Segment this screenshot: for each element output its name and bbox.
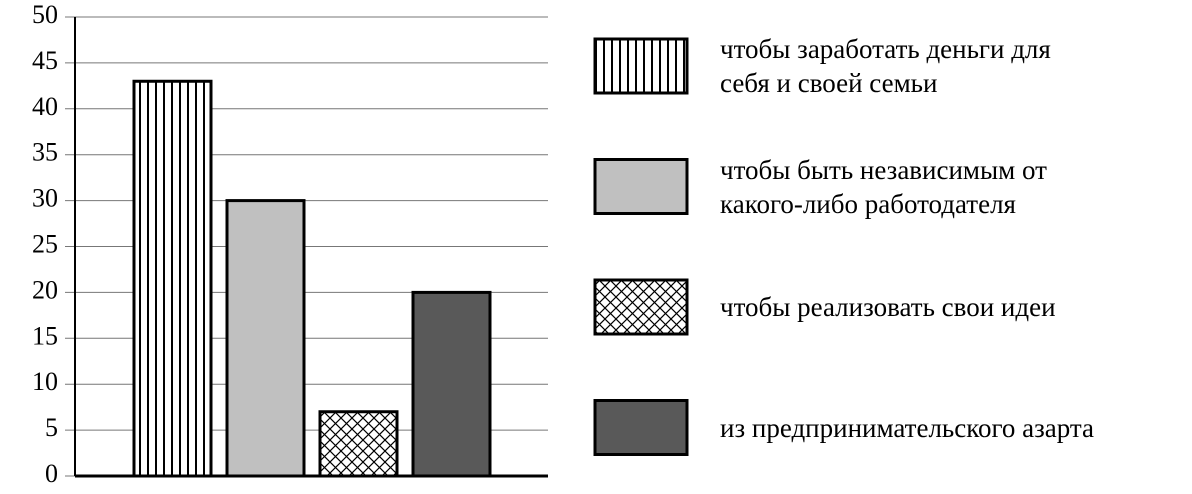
legend-swatch — [593, 158, 689, 215]
y-tick-label: 50 — [32, 0, 58, 29]
bar — [318, 410, 399, 478]
legend-swatch — [593, 37, 689, 95]
legend-swatch — [593, 399, 689, 456]
y-tick-label: 40 — [32, 92, 58, 121]
y-tick-label: 5 — [45, 413, 58, 442]
legend-label: чтобы заработать деньги для себя и своей… — [720, 34, 1051, 98]
legend-swatch — [593, 278, 689, 336]
y-tick-label: 25 — [32, 229, 58, 258]
y-tick-label: 45 — [32, 46, 58, 75]
y-tick-label: 35 — [32, 138, 58, 167]
legend-label: чтобы реализовать свои идеи — [720, 292, 1056, 322]
y-tick-label: 0 — [45, 459, 58, 488]
y-tick-label: 30 — [32, 184, 58, 213]
legend-label: из предпринимательского азарта — [720, 412, 1095, 443]
y-tick-label: 20 — [32, 275, 58, 304]
bar — [411, 290, 492, 478]
y-tick-label: 10 — [32, 367, 58, 396]
legend-label: чтобы быть независимым от какого-либо ра… — [720, 154, 1047, 219]
bar — [225, 199, 306, 478]
y-tick-label: 15 — [32, 321, 58, 350]
bar — [132, 79, 213, 478]
